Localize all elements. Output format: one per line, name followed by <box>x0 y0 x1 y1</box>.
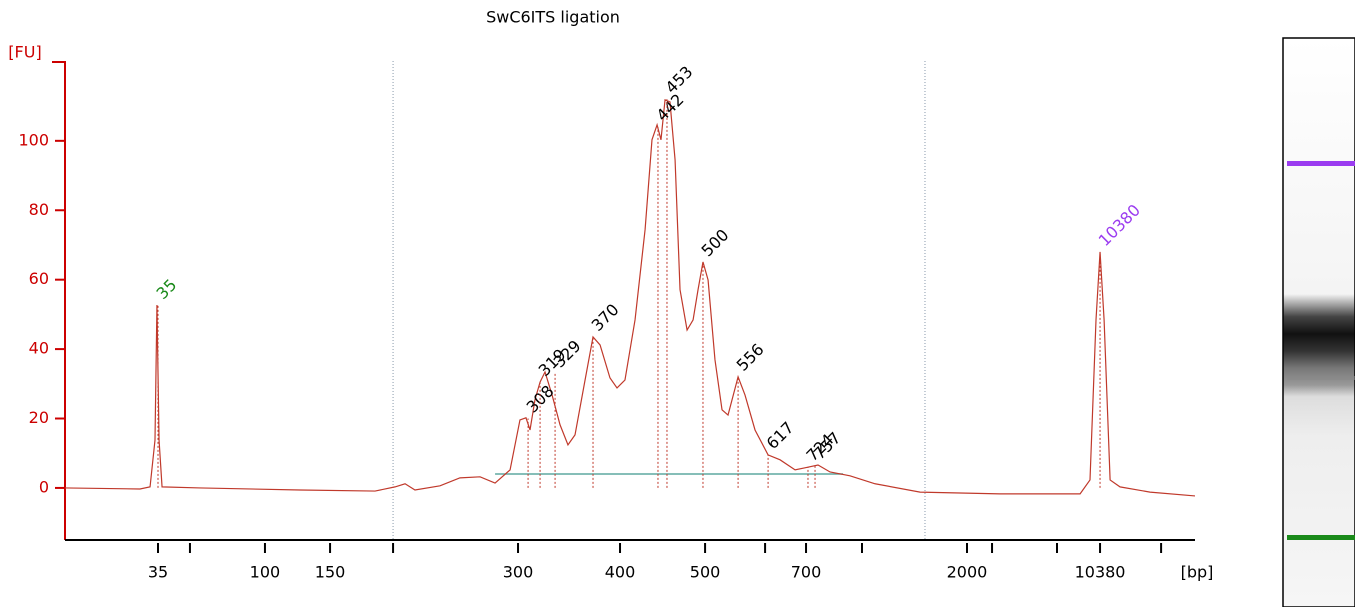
y-axis-label: [FU] <box>8 43 41 62</box>
x-tick-label: 35 <box>148 563 168 582</box>
trace <box>64 99 1196 497</box>
peak-label: 617 <box>763 418 798 453</box>
gel-band <box>1287 376 1355 380</box>
peak-label: 442 <box>653 90 688 125</box>
gel-lower-marker <box>1287 535 1355 540</box>
y-tick-label: 80 <box>29 200 49 219</box>
gel-upper-marker <box>1287 161 1355 166</box>
peak-label: 500 <box>698 225 733 260</box>
x-axis-label: [bp] <box>1181 563 1214 582</box>
y-tick-label: 60 <box>29 269 49 288</box>
chart-title: SwC6ITS ligation <box>486 8 620 27</box>
x-tick-label: 400 <box>605 563 636 582</box>
peak-label: 370 <box>588 300 623 335</box>
y-tick-label: 40 <box>29 339 49 358</box>
peak-label: 10380 <box>1095 200 1144 249</box>
x-tick-label: 700 <box>791 563 822 582</box>
peak-label: 556 <box>733 340 768 375</box>
y-tick-label: 100 <box>18 130 49 149</box>
gel-background <box>1282 37 1355 607</box>
x-tick-label: 100 <box>250 563 281 582</box>
peak-label: 35 <box>153 275 181 303</box>
x-tick-label: 300 <box>503 563 534 582</box>
y-tick-label: 0 <box>39 477 49 496</box>
gel-lane <box>1282 37 1355 607</box>
x-tick-label: 10380 <box>1075 563 1126 582</box>
x-tick-label: 150 <box>315 563 346 582</box>
x-tick-label: 500 <box>690 563 721 582</box>
y-tick-label: 20 <box>29 408 49 427</box>
x-tick-label: 2000 <box>947 563 988 582</box>
peak-label: 453 <box>662 62 697 97</box>
